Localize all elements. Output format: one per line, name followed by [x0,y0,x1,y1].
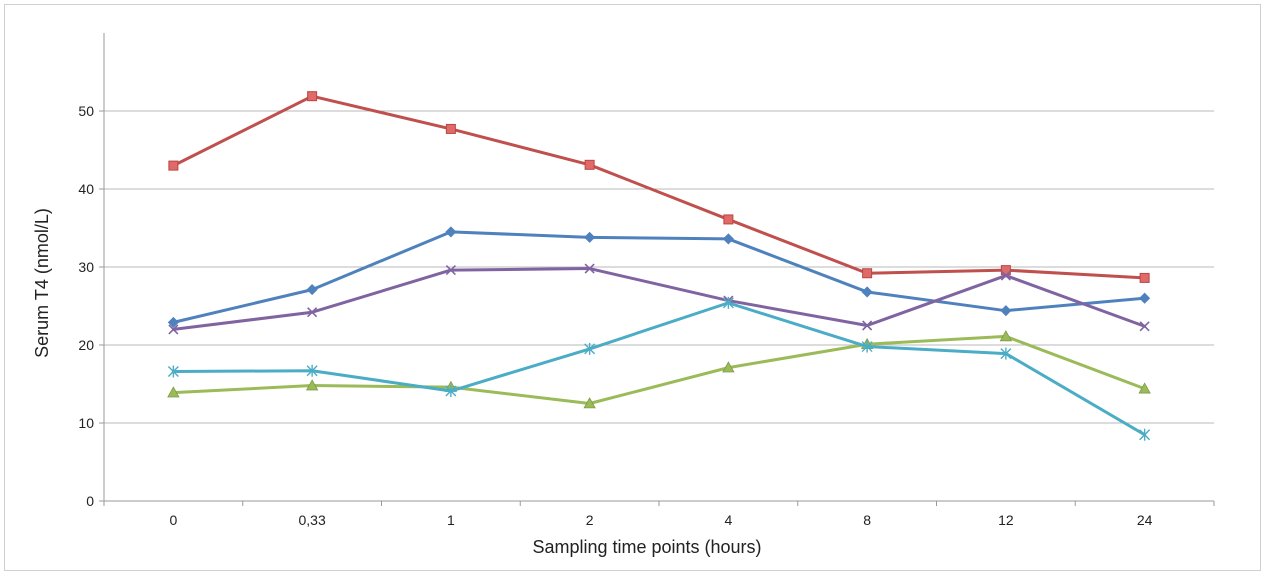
data-point-diamond [861,286,873,298]
series-line [171,334,1147,405]
series-5 [167,296,1151,441]
series-group [167,91,1151,441]
data-point-square [862,268,873,279]
y-tick-labels: 0 10 20 30 40 50 [78,103,94,509]
chart-frame [4,4,1261,571]
data-point-star [1139,428,1151,441]
data-point-star [1000,347,1012,360]
data-point-triangle [1138,382,1151,394]
x-tick-label: 24 [1137,512,1153,528]
data-point-square [1139,272,1150,283]
y-tick-label: 50 [78,103,94,119]
data-point-x [168,324,179,335]
series-line [171,267,1147,331]
data-point-star [861,340,873,353]
x-tick-label: 1 [447,512,455,528]
data-point-star [722,296,734,309]
series-line [171,94,1147,280]
data-point-square [168,160,179,171]
data-point-star [584,342,596,355]
data-point-triangle [305,379,319,391]
series-3 [167,330,1151,409]
data-point-diamond [1000,305,1012,317]
data-point-square [307,91,318,102]
data-point-square [723,214,734,225]
x-tick-label: 2 [586,512,594,528]
data-point-diamond [1139,292,1151,304]
data-point-star [445,385,457,398]
y-tick-label: 10 [78,415,94,431]
x-tick-label: 4 [724,512,732,528]
axes [99,33,1215,506]
x-tick-labels: 0 0,33 1 2 4 8 12 24 [169,512,1152,528]
data-point-triangle [583,397,596,409]
x-tick-label: 0,33 [299,512,326,528]
data-point-star [306,364,318,377]
data-point-x [862,320,873,331]
x-tick-label: 12 [998,512,1014,528]
x-tick-label: 0 [169,512,177,528]
data-point-triangle [167,386,180,398]
y-tick-label: 30 [78,259,94,275]
series-line [171,301,1147,437]
data-point-x [1139,321,1150,332]
data-point-x [584,263,595,274]
data-point-x [445,265,456,276]
x-tick-label: 8 [863,512,871,528]
data-point-diamond [306,284,318,296]
data-point-diamond [167,316,179,328]
y-tick-label: 0 [86,493,94,509]
y-tick-label: 40 [78,181,94,197]
data-point-diamond [722,233,734,245]
series-2 [168,91,1150,283]
data-point-triangle [999,330,1013,342]
series-line [171,230,1147,324]
y-tick-label: 20 [78,337,94,353]
data-point-square [445,123,456,134]
series-1 [167,226,1151,328]
x-axis-title: Sampling time points (hours) [532,537,761,557]
data-point-square [584,159,595,170]
data-point-star [167,365,179,378]
data-point-diamond [584,231,596,243]
data-point-triangle [722,361,735,373]
data-point-x [307,307,318,318]
y-axis-title: Serum T4 (nmol/L) [32,208,52,358]
data-point-x [1000,270,1011,281]
data-point-diamond [445,226,457,238]
